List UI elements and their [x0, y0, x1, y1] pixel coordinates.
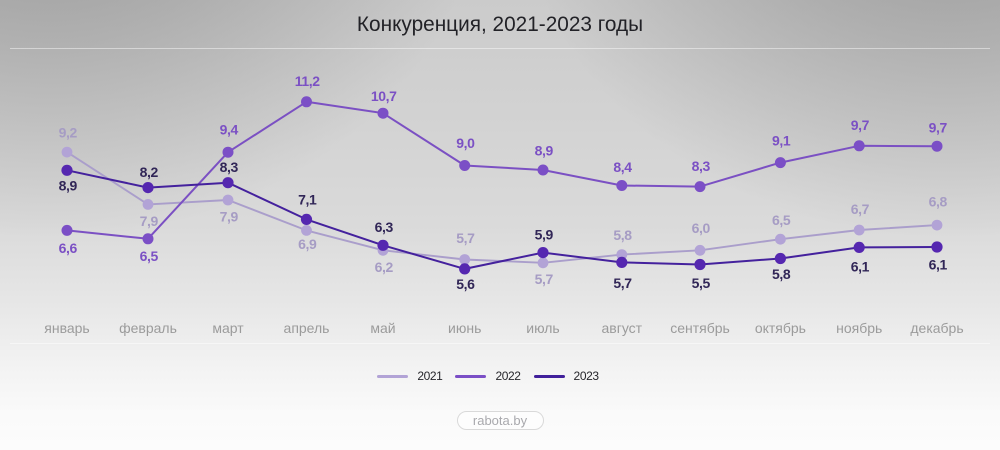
- svg-text:июль: июль: [526, 320, 559, 336]
- svg-text:6,0: 6,0: [692, 220, 711, 236]
- svg-text:октябрь: октябрь: [755, 320, 806, 336]
- svg-text:8,4: 8,4: [613, 159, 632, 175]
- svg-text:август: август: [602, 320, 643, 336]
- svg-text:9,7: 9,7: [851, 117, 870, 133]
- svg-text:5,7: 5,7: [613, 275, 632, 291]
- svg-text:5,9: 5,9: [535, 226, 554, 242]
- svg-text:9,1: 9,1: [772, 133, 791, 149]
- svg-text:июнь: июнь: [448, 320, 481, 336]
- svg-text:10,7: 10,7: [371, 88, 397, 104]
- svg-text:8,9: 8,9: [59, 178, 78, 194]
- svg-text:6,3: 6,3: [375, 219, 394, 235]
- svg-text:5,7: 5,7: [456, 230, 475, 246]
- svg-text:6,1: 6,1: [929, 257, 948, 273]
- svg-text:9,2: 9,2: [59, 125, 78, 141]
- svg-text:6,5: 6,5: [140, 248, 159, 264]
- svg-text:5,7: 5,7: [535, 271, 554, 287]
- svg-text:6,9: 6,9: [298, 236, 317, 252]
- svg-text:6,6: 6,6: [59, 240, 78, 256]
- svg-text:5,8: 5,8: [613, 227, 632, 243]
- svg-text:6,7: 6,7: [851, 201, 870, 217]
- svg-text:6,1: 6,1: [851, 259, 870, 275]
- svg-text:6,2: 6,2: [375, 259, 394, 275]
- svg-text:февраль: февраль: [119, 320, 177, 336]
- svg-text:декабрь: декабрь: [910, 320, 963, 336]
- svg-text:9,4: 9,4: [220, 122, 239, 138]
- svg-text:5,6: 5,6: [456, 276, 475, 292]
- svg-text:6,8: 6,8: [929, 194, 948, 210]
- svg-text:9,7: 9,7: [929, 119, 948, 135]
- svg-text:ноябрь: ноябрь: [836, 320, 882, 336]
- svg-text:11,2: 11,2: [295, 73, 320, 89]
- svg-text:5,8: 5,8: [772, 266, 791, 282]
- svg-text:8,3: 8,3: [220, 159, 239, 175]
- svg-text:8,3: 8,3: [692, 158, 711, 174]
- svg-text:7,9: 7,9: [220, 209, 239, 225]
- svg-text:5,5: 5,5: [692, 275, 711, 291]
- svg-text:8,9: 8,9: [535, 143, 554, 159]
- svg-text:9,0: 9,0: [456, 135, 475, 151]
- svg-text:6,5: 6,5: [772, 212, 791, 228]
- svg-text:7,1: 7,1: [298, 192, 317, 208]
- svg-text:май: май: [370, 320, 395, 336]
- svg-text:январь: январь: [44, 320, 89, 336]
- svg-text:март: март: [212, 320, 244, 336]
- svg-text:8,2: 8,2: [140, 164, 159, 180]
- svg-text:сентябрь: сентябрь: [670, 320, 730, 336]
- svg-text:апрель: апрель: [284, 320, 330, 336]
- svg-text:7,9: 7,9: [140, 213, 159, 229]
